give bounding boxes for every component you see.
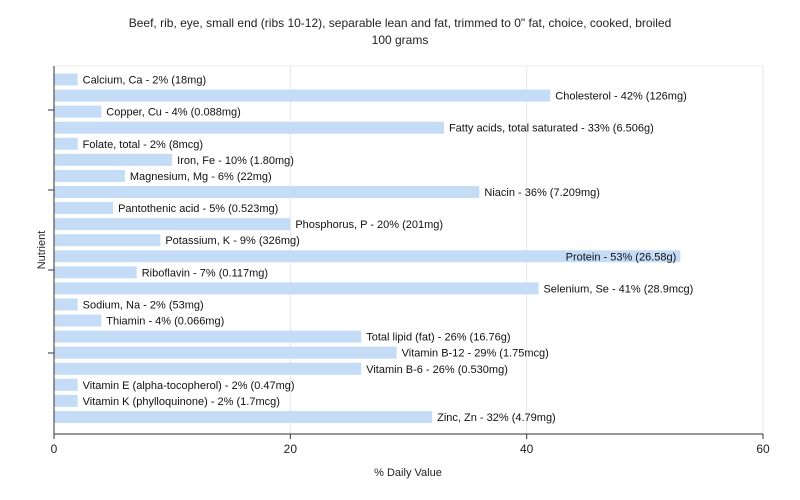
bar-label: Phosphorus, P - 20% (201mg) (295, 219, 443, 231)
bar-label: Folate, total - 2% (8mcg) (83, 139, 203, 151)
chart-title-line-1: Beef, rib, eye, small end (ribs 10-12), … (129, 16, 672, 30)
bar-label: Cholesterol - 42% (126mg) (555, 91, 686, 103)
bar-label: Total lipid (fat) - 26% (16.76g) (366, 332, 510, 344)
bar-label: Thiamin - 4% (0.066mg) (106, 316, 224, 328)
bar (54, 202, 114, 215)
bar (54, 137, 78, 150)
bar (54, 362, 362, 375)
bar (54, 73, 78, 86)
bar-label: Riboflavin - 7% (0.117mg) (142, 267, 268, 279)
bar (54, 250, 681, 263)
bar-label: Vitamin B-12 - 29% (1.75mcg) (402, 348, 549, 360)
bar (54, 218, 291, 231)
chart-title-line-2: 100 grams (372, 33, 429, 47)
bar (54, 410, 433, 423)
x-tick-label: 40 (520, 442, 534, 456)
bar (54, 105, 102, 118)
bar-label: Vitamin B-6 - 26% (0.530mg) (366, 364, 508, 376)
bar-label: Sodium, Na - 2% (53mg) (83, 299, 204, 311)
bar-label: Protein - 53% (26.58g) (566, 251, 677, 263)
bar-label: Selenium, Se - 41% (28.9mcg) (543, 283, 693, 295)
bar-label: Vitamin E (alpha-tocopherol) - 2% (0.47m… (83, 380, 295, 392)
bar-label: Calcium, Ca - 2% (18mg) (83, 75, 206, 87)
bar-label: Copper, Cu - 4% (0.088mg) (106, 107, 241, 119)
x-axis-label: % Daily Value (374, 467, 442, 479)
y-axis-label: Nutrient (36, 231, 48, 270)
bar (54, 153, 173, 166)
bar (54, 314, 102, 327)
bar-labels: Calcium, Ca - 2% (18mg) Cholesterol - 42%… (83, 75, 694, 424)
bar-label: Iron, Fe - 10% (1.80mg) (177, 155, 294, 167)
x-tick-label: 20 (284, 442, 298, 456)
bar (54, 266, 137, 279)
bar (54, 234, 161, 247)
plot-area (53, 65, 764, 435)
x-tick-label: 60 (756, 442, 770, 456)
bar-label: Vitamin K (phylloquinone) - 2% (1.7mcg) (83, 396, 280, 408)
bar (54, 89, 551, 102)
bar (54, 185, 480, 198)
bar (54, 346, 397, 359)
bar (54, 330, 362, 343)
bar (54, 282, 539, 295)
bar (54, 298, 78, 311)
bars (54, 73, 681, 423)
bar (54, 121, 444, 134)
bar-label: Magnesium, Mg - 6% (22mg) (130, 171, 272, 183)
bar (54, 394, 78, 407)
bar-label: Fatty acids, total saturated - 33% (6.50… (449, 123, 654, 135)
axes: 0 20 40 60 (48, 66, 770, 456)
bar-label: Potassium, K - 9% (326mg) (165, 235, 300, 247)
bar-label: Zinc, Zn - 32% (4.79mg) (437, 412, 556, 424)
bar-label: Niacin - 36% (7.209mg) (484, 187, 600, 199)
bar (54, 378, 78, 391)
x-tick-label: 0 (51, 442, 58, 456)
bar-label: Pantothenic acid - 5% (0.523mg) (118, 203, 278, 215)
bar (54, 169, 125, 182)
